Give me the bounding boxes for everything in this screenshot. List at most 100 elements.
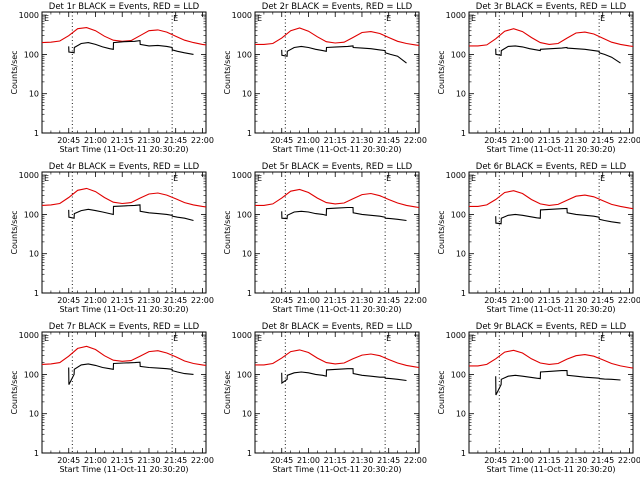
x-tick-label: 22:00 (404, 136, 427, 145)
y-tick-label: 1000 (232, 171, 252, 180)
panel-title: Det 9r BLACK = Events, RED = LLD (476, 322, 627, 332)
x-tick-label: 21:30 (564, 456, 587, 465)
panel-8: Det 8r BLACK = Events, RED = LLD 1 10 100 10… (223, 322, 427, 474)
series-events-line (495, 370, 621, 396)
x-tick-label: 21:30 (137, 456, 160, 465)
x-tick-label: 21:15 (111, 456, 134, 465)
x-tick-label: 21:30 (564, 136, 587, 145)
x-tick-label: 21:45 (164, 136, 187, 145)
series-events-line (68, 361, 194, 385)
x-tick-label: 22:00 (191, 296, 214, 305)
x-tick-label: 21:15 (538, 456, 561, 465)
x-tick-label: 21:15 (324, 456, 347, 465)
y-tick-label: 1 (247, 289, 252, 298)
plot-frame (468, 331, 634, 454)
x-tick-label: 22:00 (191, 456, 214, 465)
series-events-line (495, 207, 621, 225)
y-tick-label: 100 (451, 50, 466, 59)
y-tick-label: 1000 (232, 11, 252, 20)
x-tick-label: 21:00 (297, 456, 320, 465)
y-tick-label: 1 (34, 289, 39, 298)
x-tick-label: 22:00 (618, 136, 640, 145)
x-axis-label: Start Time (11-Oct-11 20:30:20) (59, 145, 188, 154)
series-lld-line (41, 345, 207, 366)
x-tick-label: 22:00 (404, 296, 427, 305)
y-tick-label: 1000 (232, 331, 252, 340)
plot-frame (41, 171, 207, 294)
series-lld-line (255, 349, 420, 369)
x-tick-label: 20:45 (57, 136, 80, 145)
y-axis-label: Counts/sec (223, 370, 232, 414)
y-tick-label: 1 (461, 449, 466, 458)
panel-7: Det 7r BLACK = Events, RED = LLD 1 10 100 10… (10, 322, 214, 474)
panel-title: Det 3r BLACK = Events, RED = LLD (476, 2, 627, 12)
x-tick-label: 20:45 (270, 136, 293, 145)
x-tick-label: 20:45 (484, 456, 507, 465)
y-tick-label: 100 (237, 370, 252, 379)
panel-2: Det 2r BLACK = Events, RED = LLD 1 10 100 10… (223, 2, 427, 154)
y-axis-label: Counts/sec (223, 50, 232, 94)
y-tick-label: 10 (456, 90, 466, 99)
y-tick-label: 1000 (19, 171, 39, 180)
plot-frame (41, 331, 207, 454)
x-tick-label: 21:15 (111, 136, 134, 145)
y-tick-label: 100 (237, 50, 252, 59)
panel-1: Det 1r BLACK = Events, RED = LLD 1 10 100 10… (10, 2, 214, 154)
marker-e-left: E (471, 14, 476, 23)
y-tick-label: 100 (451, 370, 466, 379)
x-axis-label: Start Time (11-Oct-11 20:30:20) (59, 465, 188, 474)
series-events-line (68, 204, 194, 222)
x-tick-label: 20:45 (270, 456, 293, 465)
y-axis-label: Counts/sec (437, 50, 446, 94)
y-tick-label: 10 (242, 250, 252, 259)
y-tick-label: 1000 (19, 331, 39, 340)
y-tick-label: 10 (29, 250, 39, 259)
y-tick-label: 10 (456, 250, 466, 259)
y-tick-label: 100 (451, 210, 466, 219)
y-tick-label: 100 (24, 370, 39, 379)
panel-title: Det 1r BLACK = Events, RED = LLD (49, 2, 200, 12)
x-tick-label: 21:00 (84, 136, 107, 145)
marker-e-right: E (386, 174, 391, 183)
x-tick-label: 21:45 (164, 296, 187, 305)
x-tick-label: 21:15 (324, 136, 347, 145)
x-axis-label: Start Time (11-Oct-11 20:30:20) (486, 465, 615, 474)
x-tick-label: 21:30 (350, 456, 373, 465)
marker-e-right: E (173, 334, 178, 343)
marker-e-right: E (600, 174, 605, 183)
x-tick-label: 20:45 (484, 136, 507, 145)
x-tick-label: 22:00 (191, 136, 214, 145)
series-lld-line (255, 27, 420, 46)
series-lld-line (469, 190, 634, 210)
marker-e-left: E (257, 14, 262, 23)
y-tick-label: 1 (461, 129, 466, 138)
x-tick-label: 21:30 (350, 136, 373, 145)
plot-frame (254, 11, 420, 134)
x-tick-label: 21:00 (511, 456, 534, 465)
plot-frame (468, 11, 634, 134)
y-axis-label: Counts/sec (223, 210, 232, 254)
plot-frame (254, 331, 420, 454)
y-tick-label: 10 (242, 90, 252, 99)
x-axis-label: Start Time (11-Oct-11 20:30:20) (272, 305, 401, 314)
x-tick-label: 21:30 (564, 296, 587, 305)
series-lld-line (41, 27, 207, 46)
y-tick-label: 1 (461, 289, 466, 298)
marker-e-left: E (44, 174, 49, 183)
panel-5: Det 5r BLACK = Events, RED = LLD 1 10 100 10… (223, 162, 427, 314)
series-lld-line (41, 187, 207, 208)
marker-e-left: E (44, 334, 49, 343)
x-tick-label: 21:45 (164, 456, 187, 465)
plot-frame (254, 171, 420, 294)
x-axis-label: Start Time (11-Oct-11 20:30:20) (59, 305, 188, 314)
y-tick-label: 1000 (446, 171, 466, 180)
series-lld-line (255, 188, 420, 209)
y-axis-label: Counts/sec (10, 210, 19, 254)
marker-e-left: E (257, 334, 262, 343)
panel-title: Det 2r BLACK = Events, RED = LLD (262, 2, 413, 12)
panel-title: Det 5r BLACK = Events, RED = LLD (262, 162, 413, 172)
x-tick-label: 22:00 (618, 296, 640, 305)
series-events-line (281, 368, 407, 385)
series-lld-line (469, 28, 634, 47)
